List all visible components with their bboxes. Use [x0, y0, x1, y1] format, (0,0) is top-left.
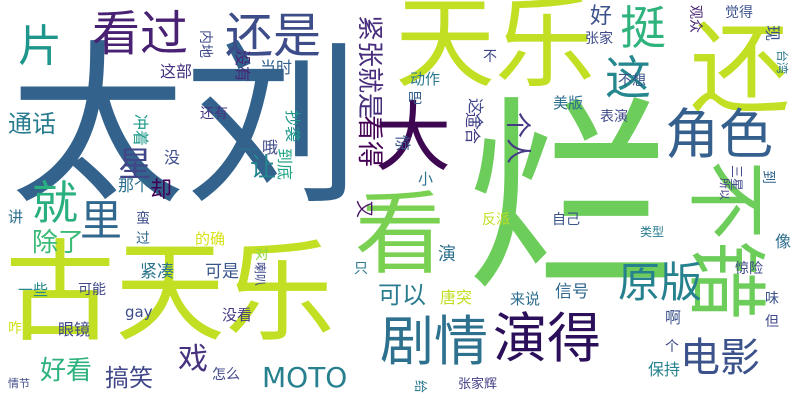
word-tianle-top: 天乐 — [395, 0, 595, 102]
word-huan-right: 还 — [690, 11, 790, 128]
word-biaoyan: 表演 — [600, 109, 628, 125]
word-tonghua: 通话 — [8, 110, 56, 138]
word-juede: 觉得 — [725, 5, 753, 21]
word-chule: 除了 — [32, 228, 85, 258]
word-fanpai: 反派 — [482, 212, 510, 228]
word-zhi: 只 — [354, 261, 368, 277]
word-tai-liu: 太刘 — [10, 26, 360, 229]
word-chaoxi: 抄袭 — [283, 110, 302, 143]
word-nage: 那个 — [118, 176, 151, 195]
word-ziji: 自己 — [552, 212, 580, 228]
word-baochi: 保持 — [648, 360, 681, 379]
word-jing: 惊 — [393, 135, 412, 152]
word-kanguo: 看过 — [92, 6, 189, 62]
word-kan-big: 看 — [355, 182, 445, 287]
word-lala: 喇叭 — [253, 262, 267, 287]
word-mei: 没 — [164, 148, 181, 167]
word-xiao: 小 — [418, 170, 434, 188]
word-zhe: 这 — [605, 51, 651, 105]
word-tangtu: 唐突 — [440, 288, 473, 307]
word-zhangjiahui: 张家辉 — [458, 377, 498, 392]
word-zhangjia: 张家 — [585, 31, 613, 47]
word-kande: 看得 — [354, 115, 384, 168]
word-dongzuo: 动作 — [410, 70, 441, 88]
word-haokan: 好看 — [40, 356, 93, 386]
word-hao: 好 — [590, 4, 613, 29]
word-keneng: 可能 — [78, 282, 106, 298]
word-ba: 吧 — [408, 91, 422, 107]
word-yan: 演 — [438, 244, 456, 265]
word-dan: 但 — [765, 314, 779, 330]
word-dao: 到 — [760, 170, 776, 184]
word-juese: 角色 — [665, 103, 773, 166]
word-gay: gay — [125, 303, 153, 321]
word-za: 咋 — [8, 321, 22, 337]
word-guo: 过 — [136, 231, 150, 247]
word-jingxian: 惊险 — [735, 261, 763, 277]
word-gaoxiao: 搞笑 — [105, 364, 153, 392]
word-daodi: 到底 — [275, 148, 294, 181]
word-xinhao: 信号 — [555, 282, 589, 302]
word-zhege: 这个 — [466, 98, 485, 131]
word-yanjing: 眼镜 — [58, 320, 91, 339]
word-zhebu: 这部 — [160, 62, 193, 81]
word-wei: 味 — [765, 291, 779, 307]
word-xing: 星 — [118, 145, 152, 185]
word-dangshi: 当时 — [260, 58, 293, 77]
word-guanzhong: 观众 — [687, 5, 703, 33]
word-ting: 挺 — [620, 1, 666, 55]
word-pian: 片 — [18, 21, 62, 72]
word-zenme: 怎么 — [212, 367, 240, 383]
word-man: 蛮 — [136, 211, 150, 227]
word-geren: 个人 — [502, 112, 532, 165]
word-laishuo: 来说 — [510, 290, 541, 308]
word-e: 哦 — [262, 138, 279, 157]
word-meikan: 没看 — [222, 306, 253, 324]
word-gu-tianle: 古天乐 — [5, 229, 335, 357]
word-jiu: 就 — [32, 176, 78, 230]
word-xiang: 像 — [775, 232, 792, 251]
word-yande: 演得 — [493, 307, 601, 370]
word-juqing: 剧情 — [380, 310, 488, 373]
word-gei: 给 — [412, 380, 427, 394]
word-meiyou: 没有 — [233, 50, 252, 83]
word-yi-dash: 一 — [238, 138, 258, 162]
word-taiwan: 台湾 — [775, 50, 789, 75]
word-neidi: 内地 — [197, 30, 213, 58]
word-butaixiang: 不想 — [618, 73, 646, 89]
word-dique: 的确 — [195, 230, 226, 248]
word-dianying: 电影 — [680, 335, 760, 381]
word-haiyou: 还有 — [200, 106, 228, 122]
word-meiban: 美版 — [553, 94, 584, 112]
word-jincou: 紧凑 — [140, 262, 174, 282]
word-que: 却 — [150, 178, 173, 203]
word-keyi: 可以 — [378, 281, 426, 309]
word-keshi: 可是 — [205, 262, 239, 282]
word-bu: 不 — [483, 49, 497, 65]
word-haishi: 还是 — [225, 8, 322, 64]
word-li: 里 — [80, 196, 123, 245]
word-suoyi: 所以 — [718, 178, 731, 200]
word-xi: 戏 — [178, 342, 208, 377]
word-da: 大 — [375, 93, 451, 182]
word-yuanban: 原版 — [618, 258, 703, 307]
word-chongzhe: 冲着 — [131, 114, 150, 147]
word-yixie: 一些 — [18, 281, 49, 299]
word-you: 又 — [353, 200, 374, 218]
word-a: 啊 — [665, 308, 682, 327]
word-rang: 让 — [250, 153, 277, 183]
word-qingjie: 情节 — [8, 377, 30, 390]
word-jiang: 讲 — [8, 208, 24, 226]
word-jinzhang-jiushi: 紧张就是 — [354, 15, 384, 120]
word-ge: 个 — [665, 339, 679, 355]
word-moto: MOTO — [262, 361, 348, 394]
word-leixing: 类型 — [640, 225, 665, 239]
word-lan: 烂 — [465, 77, 676, 322]
word-dui: 对 — [255, 247, 269, 263]
word-xian: 现 — [763, 25, 782, 42]
